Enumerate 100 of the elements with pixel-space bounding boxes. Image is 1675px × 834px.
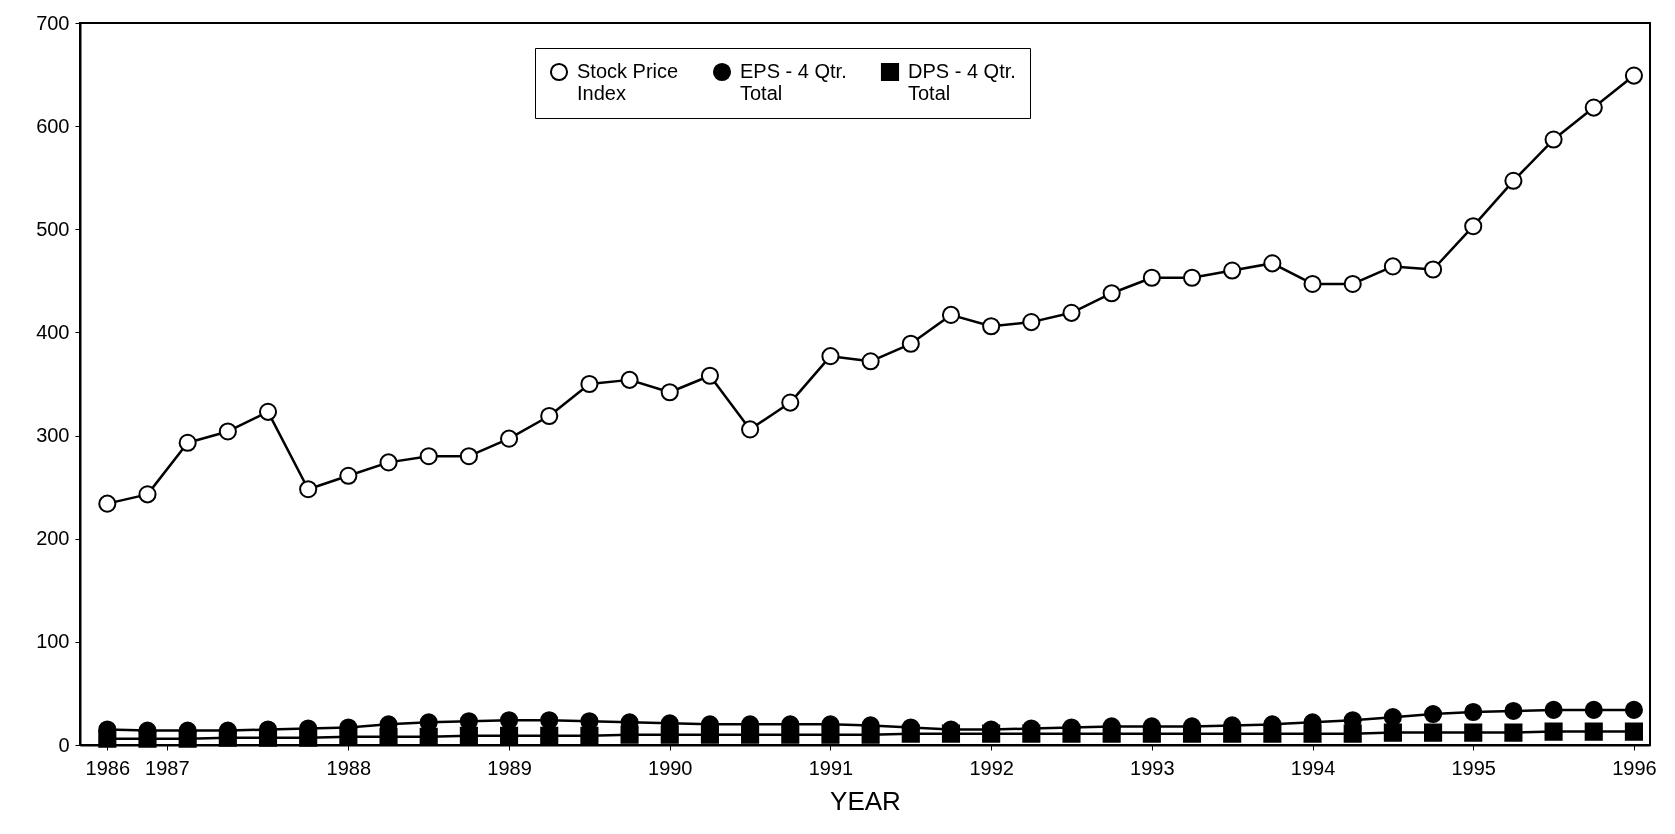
point	[1584, 98, 1603, 117]
point	[459, 726, 478, 745]
point	[1383, 723, 1402, 742]
x-tick-label: 1988	[326, 756, 372, 779]
x-tick-label: 1989	[487, 756, 532, 779]
point	[861, 725, 880, 744]
point	[138, 485, 157, 504]
point	[1464, 702, 1483, 722]
point	[1062, 303, 1081, 322]
point	[1142, 724, 1161, 743]
point	[1624, 66, 1643, 85]
legend-label: EPS - 4 Qtr. Total	[740, 60, 847, 104]
x-axis-title: YEAR	[830, 785, 901, 816]
x-tick-label: 1990	[648, 756, 693, 779]
point	[941, 724, 961, 743]
point	[941, 305, 961, 324]
point	[1584, 722, 1603, 741]
point	[1424, 723, 1443, 742]
point	[258, 402, 278, 421]
point	[1102, 724, 1121, 743]
point	[379, 727, 398, 746]
point	[580, 374, 599, 394]
point	[1424, 260, 1443, 279]
point	[620, 725, 639, 744]
point	[500, 726, 519, 745]
y-tick-label: 500	[36, 217, 70, 240]
point	[1182, 724, 1202, 743]
point	[419, 447, 438, 466]
point	[98, 729, 117, 748]
y-tick-label: 100	[36, 630, 70, 653]
point	[218, 422, 237, 441]
point	[500, 429, 519, 448]
point	[660, 383, 679, 402]
point	[1303, 724, 1322, 743]
point	[339, 727, 358, 746]
y-tick-label: 300	[36, 424, 70, 447]
point	[1504, 171, 1523, 190]
point	[1223, 724, 1242, 743]
point	[660, 725, 679, 744]
point	[540, 406, 559, 426]
point	[339, 466, 358, 485]
point	[982, 724, 1001, 743]
y-tick-label: 200	[36, 527, 70, 550]
point	[218, 728, 237, 747]
point	[700, 725, 719, 744]
point	[459, 447, 478, 466]
point	[138, 729, 157, 748]
point	[419, 727, 438, 746]
point	[1504, 723, 1523, 742]
point	[178, 433, 197, 452]
point	[299, 480, 318, 499]
point	[1182, 268, 1202, 287]
point	[700, 366, 719, 385]
point	[299, 728, 318, 747]
point	[620, 370, 639, 389]
x-tick-label: 1995	[1451, 756, 1496, 779]
point	[1022, 724, 1041, 743]
point	[901, 724, 920, 743]
point	[379, 453, 398, 472]
point	[178, 729, 197, 748]
point	[1343, 724, 1362, 743]
point	[98, 494, 117, 513]
point	[1424, 705, 1443, 724]
legend-label: DPS - 4 Qtr. Total	[908, 60, 1016, 104]
point	[1464, 723, 1483, 742]
point	[1544, 722, 1563, 741]
point	[258, 728, 278, 747]
point	[1142, 268, 1161, 287]
point	[540, 726, 559, 745]
x-tick-label: 1996	[1612, 756, 1657, 779]
y-tick-label: 0	[58, 733, 70, 756]
point	[1223, 261, 1242, 280]
point	[901, 334, 920, 353]
point	[1263, 724, 1282, 743]
point	[1584, 700, 1603, 719]
x-tick-label: 1994	[1290, 756, 1336, 779]
point	[1022, 313, 1041, 332]
point	[1544, 700, 1563, 719]
point	[1624, 700, 1643, 719]
x-tick-label: 1992	[969, 756, 1014, 779]
point	[781, 393, 800, 412]
x-tick-label: 1986	[85, 756, 131, 779]
point	[1263, 254, 1282, 273]
point	[1624, 722, 1643, 741]
point	[1504, 701, 1523, 721]
point	[580, 726, 599, 745]
point	[1383, 257, 1402, 276]
point	[982, 317, 1001, 336]
y-tick-label: 400	[36, 320, 70, 343]
x-tick-label: 1993	[1130, 756, 1175, 779]
y-tick-label: 600	[36, 114, 70, 137]
point	[741, 420, 760, 439]
point	[1102, 284, 1121, 303]
point	[741, 725, 760, 744]
point	[1464, 217, 1483, 236]
point	[1544, 130, 1563, 149]
legend-label: Stock Price Index	[577, 60, 679, 104]
point	[861, 352, 880, 371]
point	[821, 347, 840, 366]
point	[781, 725, 800, 744]
